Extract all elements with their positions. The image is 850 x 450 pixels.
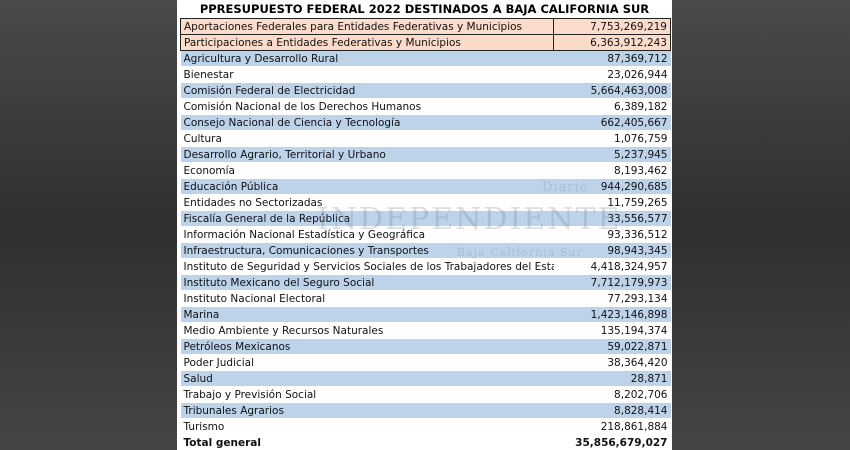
row-label: Economía xyxy=(180,162,554,179)
table-row: Educación Pública 944,290,685 xyxy=(180,178,671,195)
row-label: Turismo xyxy=(180,418,554,435)
table-row: Cultura 1,076,759 xyxy=(180,130,671,147)
table-row: Entidades no Sectorizadas 11,759,265 xyxy=(180,194,671,211)
total-row: Total general 35,856,679,027 xyxy=(180,434,671,450)
row-label: Petróleos Mexicanos xyxy=(180,338,554,355)
row-amount: 944,290,685 xyxy=(553,178,671,195)
row-label: Salud xyxy=(180,370,554,387)
table-row: Bienestar 23,026,944 xyxy=(180,66,671,83)
row-label: Poder Judicial xyxy=(180,354,554,371)
table-row: Trabajo y Previsión Social 8,202,706 xyxy=(180,386,671,403)
row-amount: 1,423,146,898 xyxy=(553,306,671,323)
row-amount: 1,076,759 xyxy=(553,130,671,147)
row-label: Medio Ambiente y Recursos Naturales xyxy=(180,322,554,339)
row-label: Comisión Federal de Electricidad xyxy=(180,82,554,99)
table-row: Medio Ambiente y Recursos Naturales 135,1… xyxy=(180,322,671,339)
row-label: Fiscalía General de la República xyxy=(180,210,554,227)
row-amount: 98,943,345 xyxy=(553,242,671,259)
row-amount: 35,856,679,027 xyxy=(553,434,671,450)
row-amount: 38,364,420 xyxy=(553,354,671,371)
row-amount: 6,389,182 xyxy=(553,98,671,115)
row-amount: 5,664,463,008 xyxy=(553,82,671,99)
row-amount: 4,418,324,957 xyxy=(553,258,671,275)
budget-sheet: PPRESUPUESTO FEDERAL 2022 DESTINADOS A B… xyxy=(177,0,672,450)
table-row: Información Nacional Estadística y Geogr… xyxy=(180,226,671,243)
row-amount: 59,022,871 xyxy=(553,338,671,355)
highlight-row: Participaciones a Entidades Federativas … xyxy=(180,34,671,51)
table-row: Comisión Federal de Electricidad 5,664,46… xyxy=(180,82,671,99)
row-amount: 28,871 xyxy=(553,370,671,387)
table-row: Salud 28,871 xyxy=(180,370,671,387)
row-label: Infraestructura, Comunicaciones y Transp… xyxy=(180,242,554,259)
row-amount: 6,363,912,243 xyxy=(553,34,671,51)
row-label: Entidades no Sectorizadas xyxy=(180,194,554,211)
row-amount: 23,026,944 xyxy=(553,66,671,83)
table-row: Poder Judicial 38,364,420 xyxy=(180,354,671,371)
table-row: Agricultura y Desarrollo Rural 87,369,712 xyxy=(180,50,671,67)
right-dark-background xyxy=(672,0,850,450)
row-amount: 93,336,512 xyxy=(553,226,671,243)
row-label: Cultura xyxy=(180,130,554,147)
table-row: Petróleos Mexicanos 59,022,871 xyxy=(180,338,671,355)
table-row: Economía 8,193,462 xyxy=(180,162,671,179)
row-amount: 33,556,577 xyxy=(553,210,671,227)
row-amount: 7,712,179,973 xyxy=(553,274,671,291)
row-label: Comisión Nacional de los Derechos Humano… xyxy=(180,98,554,115)
row-label: Información Nacional Estadística y Geogr… xyxy=(180,226,554,243)
table-row: Fiscalía General de la República 33,556,5… xyxy=(180,210,671,227)
table-row: Consejo Nacional de Ciencia y Tecnología… xyxy=(180,114,671,131)
table-row: Instituto Nacional Electoral 77,293,134 xyxy=(180,290,671,307)
row-label: Participaciones a Entidades Federativas … xyxy=(180,34,554,51)
row-amount: 11,759,265 xyxy=(553,194,671,211)
table-row: Instituto de Seguridad y Servicios Socia… xyxy=(180,258,671,275)
row-label: Instituto Mexicano del Seguro Social xyxy=(180,274,554,291)
row-label: Instituto Nacional Electoral xyxy=(180,290,554,307)
row-amount: 77,293,134 xyxy=(553,290,671,307)
row-amount: 8,193,462 xyxy=(553,162,671,179)
row-amount: 5,237,945 xyxy=(553,146,671,163)
row-label: Instituto de Seguridad y Servicios Socia… xyxy=(180,258,554,275)
row-amount: 87,369,712 xyxy=(553,50,671,67)
sheet-title: PPRESUPUESTO FEDERAL 2022 DESTINADOS A B… xyxy=(199,2,650,16)
table-row: Tribunales Agrarios 8,828,414 xyxy=(180,402,671,419)
row-label: Trabajo y Previsión Social xyxy=(180,386,554,403)
table-row: Desarrollo Agrario, Territorial y Urbano… xyxy=(180,146,671,163)
row-label: Bienestar xyxy=(180,66,554,83)
table-row: Instituto Mexicano del Seguro Social 7,71… xyxy=(180,274,671,291)
row-label: Marina xyxy=(180,306,554,323)
table-row: Comisión Nacional de los Derechos Humano… xyxy=(180,98,671,115)
row-amount: 8,828,414 xyxy=(553,402,671,419)
highlight-row: Aportaciones Federales para Entidades Fe… xyxy=(180,18,671,35)
table-row: Turismo 218,861,884 xyxy=(180,418,671,435)
table-row: Infraestructura, Comunicaciones y Transp… xyxy=(180,242,671,259)
row-amount: 7,753,269,219 xyxy=(553,18,671,35)
row-label: Tribunales Agrarios xyxy=(180,402,554,419)
row-label: Consejo Nacional de Ciencia y Tecnología xyxy=(180,114,554,131)
row-amount: 662,405,667 xyxy=(553,114,671,131)
row-label: Educación Pública xyxy=(180,178,554,195)
row-label: Total general xyxy=(180,434,554,450)
budget-table: Aportaciones Federales para Entidades Fe… xyxy=(180,18,671,450)
row-amount: 218,861,884 xyxy=(553,418,671,435)
row-label: Aportaciones Federales para Entidades Fe… xyxy=(180,18,554,35)
row-amount: 8,202,706 xyxy=(553,386,671,403)
left-dark-background xyxy=(0,0,177,450)
table-row: Marina 1,423,146,898 xyxy=(180,306,671,323)
row-label: Desarrollo Agrario, Territorial y Urbano xyxy=(180,146,554,163)
row-amount: 135,194,374 xyxy=(553,322,671,339)
row-label: Agricultura y Desarrollo Rural xyxy=(180,50,554,67)
